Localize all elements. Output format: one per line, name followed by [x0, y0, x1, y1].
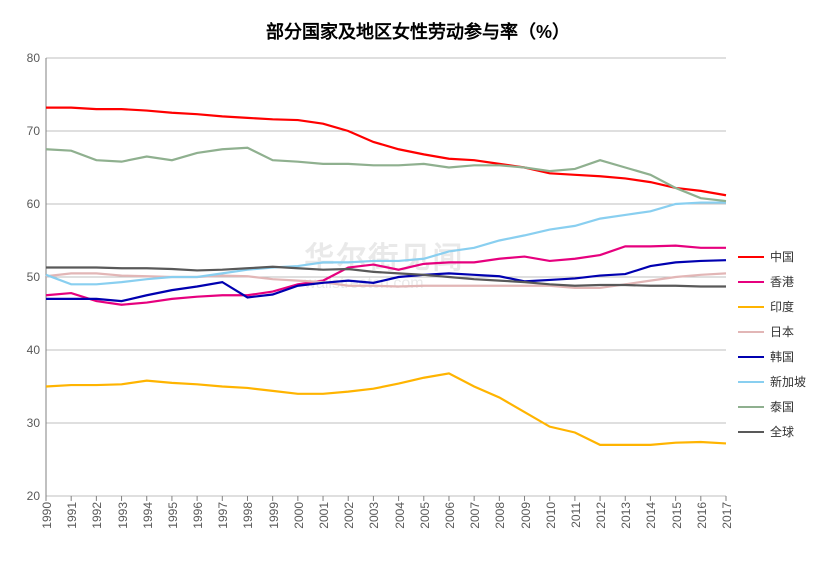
y-tick-label: 80 — [27, 51, 46, 65]
legend-label: 全球 — [770, 423, 794, 440]
x-tick-label: 2001 — [315, 496, 331, 529]
y-tick-label: 70 — [27, 124, 46, 138]
x-tick-label: 1999 — [265, 496, 281, 529]
legend-item: 新加坡 — [738, 373, 806, 390]
x-tick-label: 2010 — [542, 496, 558, 529]
x-tick-label: 2011 — [567, 496, 583, 528]
legend-item: 印度 — [738, 298, 806, 315]
legend-swatch — [738, 256, 764, 258]
x-tick-label: 2005 — [416, 496, 432, 529]
legend-item: 泰国 — [738, 398, 806, 415]
legend-swatch — [738, 306, 764, 308]
x-tick-label: 2014 — [642, 496, 658, 529]
x-tick-label: 2015 — [668, 496, 684, 529]
x-tick-label: 2009 — [517, 496, 533, 529]
y-tick-label: 30 — [27, 416, 46, 430]
legend-label: 香港 — [770, 273, 794, 290]
legend-label: 印度 — [770, 298, 794, 315]
x-tick-label: 2013 — [617, 496, 633, 529]
legend-item: 中国 — [738, 248, 806, 265]
legend-item: 韩国 — [738, 348, 806, 365]
y-tick-label: 60 — [27, 197, 46, 211]
x-tick-label: 2008 — [491, 496, 507, 529]
x-tick-label: 1998 — [239, 496, 255, 529]
legend-swatch — [738, 356, 764, 358]
x-tick-label: 2002 — [340, 496, 356, 529]
legend-swatch — [738, 406, 764, 408]
x-tick-label: 2000 — [290, 496, 306, 529]
y-tick-label: 50 — [27, 270, 46, 284]
legend-label: 中国 — [770, 248, 794, 265]
legend-label: 日本 — [770, 323, 794, 340]
legend-item: 全球 — [738, 423, 806, 440]
x-tick-label: 1994 — [139, 496, 155, 529]
series-svg — [46, 58, 726, 496]
x-tick-label: 1997 — [214, 496, 230, 529]
x-tick-label: 2006 — [441, 496, 457, 529]
x-tick-label: 2012 — [592, 496, 608, 529]
series-line — [46, 148, 726, 201]
x-tick-label: 2003 — [365, 496, 381, 529]
chart-container: 部分国家及地区女性劳动参与率（%） 华尔街见闻 wallstreetcn.com… — [0, 0, 836, 563]
x-tick-label: 1992 — [88, 496, 104, 529]
chart-title: 部分国家及地区女性劳动参与率（%） — [0, 18, 836, 44]
legend-swatch — [738, 431, 764, 433]
x-tick-label: 1993 — [114, 496, 130, 529]
x-tick-label: 2004 — [391, 496, 407, 529]
legend: 中国香港印度日本韩国新加坡泰国全球 — [738, 248, 806, 448]
series-line — [46, 108, 726, 196]
x-tick-label: 2016 — [693, 496, 709, 529]
x-tick-label: 2007 — [466, 496, 482, 529]
series-line — [46, 373, 726, 445]
legend-item: 香港 — [738, 273, 806, 290]
legend-swatch — [738, 381, 764, 383]
legend-label: 泰国 — [770, 398, 794, 415]
x-tick-label: 1996 — [189, 496, 205, 529]
legend-swatch — [738, 281, 764, 283]
plot-area: 华尔街见闻 wallstreetcn.com 20304050607080199… — [46, 58, 726, 496]
legend-label: 新加坡 — [770, 373, 806, 390]
x-tick-label: 2017 — [718, 496, 734, 529]
legend-swatch — [738, 331, 764, 333]
legend-item: 日本 — [738, 323, 806, 340]
x-tick-label: 1990 — [38, 496, 54, 529]
y-tick-label: 40 — [27, 343, 46, 357]
x-tick-label: 1995 — [164, 496, 180, 529]
legend-label: 韩国 — [770, 348, 794, 365]
x-tick-label: 1991 — [63, 496, 79, 529]
